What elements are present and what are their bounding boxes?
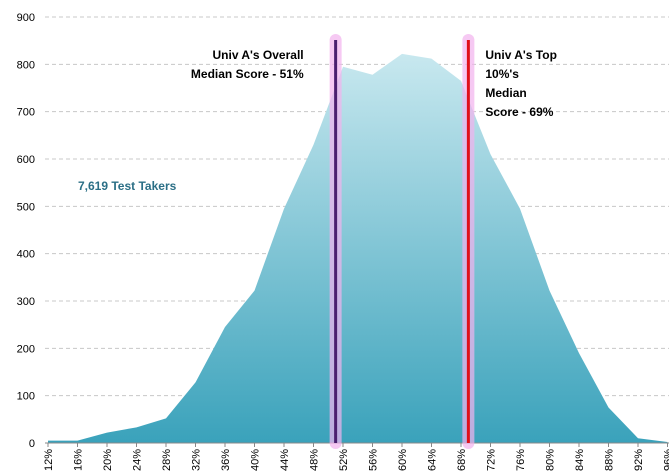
x-tick-label: 12% [43, 449, 55, 471]
x-tick-label: 84% [574, 449, 586, 471]
y-tick-label: 900 [17, 12, 35, 24]
x-tick-label: 44% [279, 449, 291, 471]
x-tick-label: 16% [73, 449, 85, 471]
marker-label: Score - 69% [485, 105, 553, 119]
marker-label: Median [485, 86, 526, 100]
marker-label: 10%'s [485, 67, 519, 81]
x-tick-label: 72% [486, 449, 498, 471]
x-tick-label: 64% [427, 449, 439, 471]
y-tick-label: 500 [17, 201, 35, 213]
x-tick-label: 56% [368, 449, 380, 471]
y-tick-label: 300 [17, 296, 35, 308]
x-tick-label: 52% [338, 449, 350, 471]
x-tick-label: 40% [250, 449, 262, 471]
y-tick-label: 600 [17, 154, 35, 166]
marker-label: Univ A's Overall [213, 48, 304, 62]
x-tick-label: 32% [191, 449, 203, 471]
x-tick-label: 68% [456, 449, 468, 471]
marker-label: Median Score - 51% [191, 67, 304, 81]
annotation: 7,619 Test Takers [78, 179, 177, 193]
y-tick-label: 700 [17, 107, 35, 119]
x-tick-label: 80% [545, 449, 557, 471]
y-tick-label: 0 [29, 438, 35, 450]
area [48, 53, 668, 444]
y-tick-label: 400 [17, 249, 35, 261]
x-tick-label: 28% [161, 449, 173, 471]
x-tick-label: 36% [220, 449, 232, 471]
y-tick-label: 200 [17, 343, 35, 355]
x-tick-label: 48% [309, 449, 321, 471]
x-tick-label: 96% [663, 449, 669, 471]
x-tick-label: 92% [633, 449, 645, 471]
x-tick-label: 88% [604, 449, 616, 471]
y-tick-label: 100 [17, 391, 35, 403]
x-tick-label: 60% [397, 449, 409, 471]
x-tick-label: 76% [515, 449, 527, 471]
x-tick-label: 20% [102, 449, 114, 471]
marker-label: Univ A's Top [485, 48, 557, 62]
y-tick-label: 800 [17, 59, 35, 71]
x-tick-label: 24% [132, 449, 144, 471]
